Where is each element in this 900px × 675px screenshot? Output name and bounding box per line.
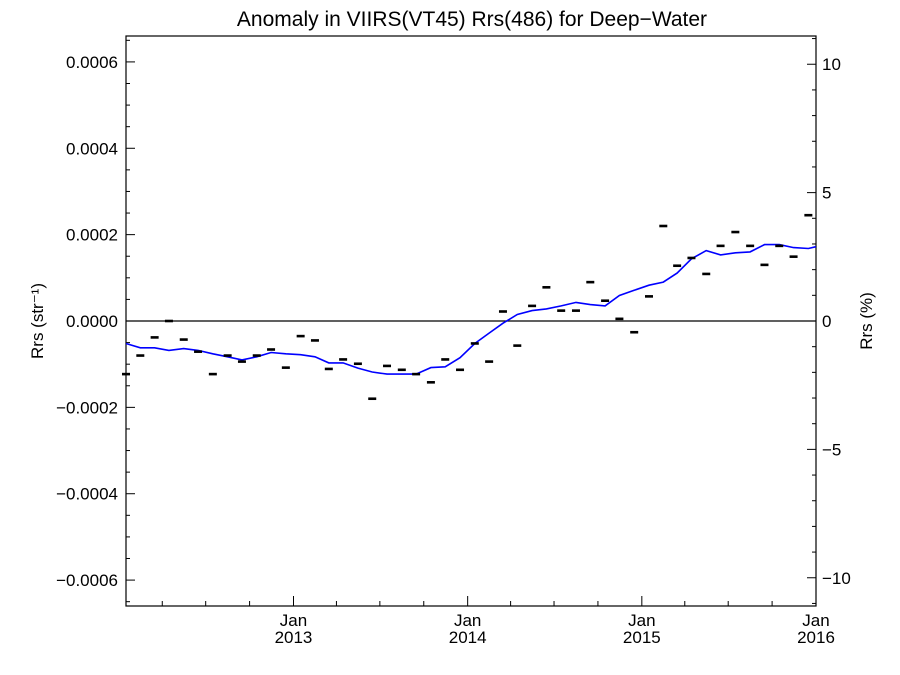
x-tick-year: 2014 [449,628,487,647]
left-tick-label: 0.0000 [66,312,118,331]
x-tick-month: Jan [628,611,655,630]
left-y-axis: 0.0006 0.0004 0.0002 0.0000 −0.0002 −0.0004 −0… [56,53,135,590]
x-tick-month: Jan [280,611,307,630]
left-tick-label: 0.0006 [66,53,118,72]
x-tick-year: 2015 [623,628,661,647]
left-tick-label: 0.0002 [66,226,118,245]
left-tick-label: −0.0004 [56,485,118,504]
x-tick-month: Jan [454,611,481,630]
chart-title: Anomaly in VIIRS(VT45) Rrs(486) for Deep… [237,8,707,31]
minor-ticks [126,38,816,606]
x-tick-year: 2013 [275,628,313,647]
right-tick-label: 0 [822,312,831,331]
right-tick-label: 5 [822,184,831,203]
left-tick-label: −0.0006 [56,571,118,590]
left-tick-label: 0.0004 [66,139,118,158]
left-tick-label: −0.0002 [56,398,118,417]
right-axis-label: Rrs (%) [857,292,876,350]
x-tick-year: 2016 [797,628,835,647]
x-tick-month: Jan [802,611,829,630]
monthly-points [122,213,813,401]
right-y-axis: 10 5 0 −5 −10 [807,55,851,588]
left-axis-label: Rrs (str⁻¹) [28,283,47,359]
right-tick-label: 10 [822,55,841,74]
right-tick-label: −5 [822,440,841,459]
right-tick-label: −10 [822,569,851,588]
